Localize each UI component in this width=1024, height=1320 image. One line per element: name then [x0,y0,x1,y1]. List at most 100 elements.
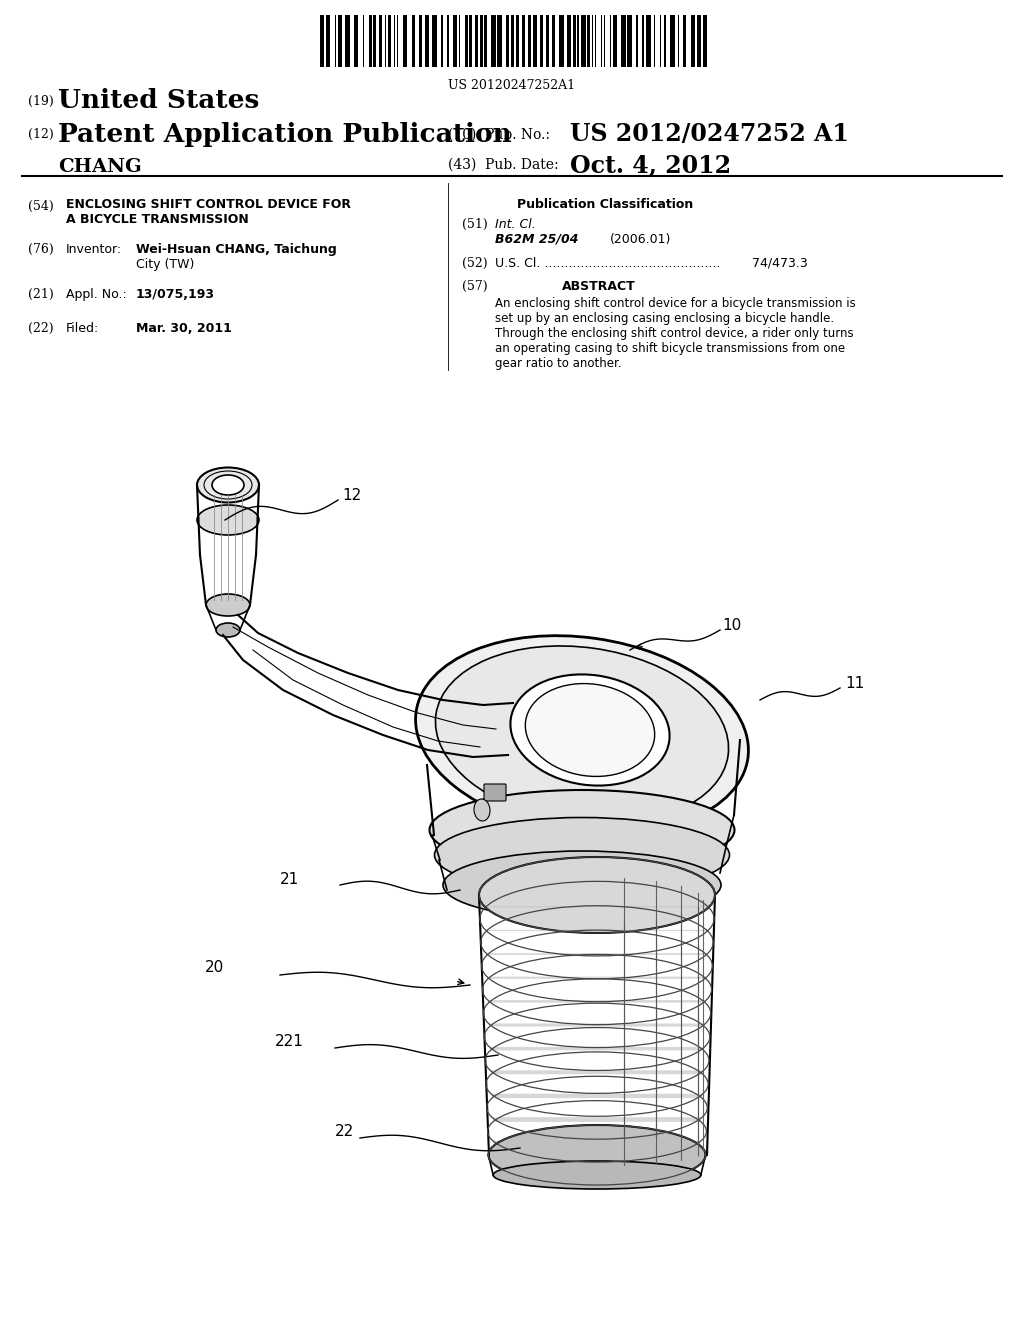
Bar [484,15,487,67]
Bar [670,15,675,67]
Text: CHANG: CHANG [58,158,141,176]
Bar [566,15,571,67]
Bar [588,15,591,67]
Bar [394,15,395,67]
Ellipse shape [197,467,259,503]
Text: Appl. No.:: Appl. No.: [66,288,127,301]
Text: (43)  Pub. Date:: (43) Pub. Date: [449,158,559,172]
Text: 10: 10 [722,618,741,632]
Bar [540,15,543,67]
Bar [338,15,342,67]
Ellipse shape [206,594,250,616]
Bar [691,15,695,67]
Ellipse shape [479,857,715,933]
Ellipse shape [474,799,490,821]
Bar [402,15,408,67]
Bar [628,15,632,67]
Polygon shape [486,953,708,954]
Ellipse shape [197,506,259,535]
Text: City (TW): City (TW) [136,257,195,271]
Ellipse shape [494,1162,700,1189]
Bar [622,15,626,67]
Bar [592,15,593,67]
Text: Oct. 4, 2012: Oct. 4, 2012 [570,153,731,177]
Polygon shape [488,1001,706,1003]
Bar [432,15,436,67]
Bar [572,15,575,67]
Bar [379,15,382,67]
Bar [419,15,422,67]
Text: Publication Classification: Publication Classification [517,198,693,211]
Ellipse shape [416,636,749,834]
Text: ENCLOSING SHIFT CONTROL DEVICE FOR: ENCLOSING SHIFT CONTROL DEVICE FOR [66,198,351,211]
Polygon shape [493,1140,701,1146]
Text: 221: 221 [275,1035,304,1049]
Bar [546,15,549,67]
Bar [532,15,538,67]
Bar [425,15,429,67]
Bar [326,15,331,67]
Text: 13/075,193: 13/075,193 [136,288,215,301]
Text: (51): (51) [462,218,487,231]
Polygon shape [489,1023,705,1027]
Bar [601,15,602,67]
Bar [678,15,679,67]
Bar [369,15,372,67]
Bar [659,15,662,67]
Ellipse shape [488,1125,706,1185]
Text: Int. Cl.: Int. Cl. [495,218,536,231]
Ellipse shape [434,817,729,892]
Bar [388,15,391,67]
Bar [516,15,519,67]
Bar [362,15,365,67]
Bar [345,15,349,67]
Polygon shape [492,1094,702,1098]
Text: (12): (12) [28,128,53,141]
Bar [373,15,376,67]
Text: US 2012/0247252 A1: US 2012/0247252 A1 [570,121,849,147]
Bar [447,15,449,67]
Bar [465,15,468,67]
Ellipse shape [510,675,670,785]
Text: 11: 11 [845,676,864,690]
Bar [646,15,651,67]
Bar [385,15,386,67]
Bar [492,15,496,67]
Ellipse shape [525,684,654,776]
Polygon shape [489,1047,705,1051]
FancyBboxPatch shape [484,784,506,801]
Text: Mar. 30, 2011: Mar. 30, 2011 [136,322,231,335]
Bar [654,15,655,67]
Text: 22: 22 [335,1125,354,1139]
Bar [696,15,701,67]
Bar [642,15,643,67]
Bar [522,15,525,67]
Bar [475,15,478,67]
Text: (52): (52) [462,257,487,271]
Bar [702,15,707,67]
Text: Patent Application Publication: Patent Application Publication [58,121,512,147]
Ellipse shape [429,789,734,870]
Bar [559,15,564,67]
Bar [441,15,442,67]
Text: 20: 20 [205,961,224,975]
Bar [479,15,482,67]
Text: U.S. Cl. ............................................: U.S. Cl. ...............................… [495,257,720,271]
Ellipse shape [216,623,240,638]
Text: (19): (19) [28,95,53,108]
Bar [354,15,358,67]
Text: ABSTRACT: ABSTRACT [562,280,636,293]
Text: 21: 21 [280,873,299,887]
Bar [511,15,513,67]
Text: (54): (54) [28,201,53,213]
Bar [506,15,509,67]
Text: (57): (57) [462,280,487,293]
Text: 12: 12 [342,487,361,503]
Bar [335,15,336,67]
Polygon shape [493,1117,701,1122]
Bar [612,15,616,67]
Text: B62M 25/04: B62M 25/04 [495,234,579,246]
Text: (76): (76) [28,243,53,256]
Text: 74/473.3: 74/473.3 [752,257,808,271]
Bar [603,15,605,67]
